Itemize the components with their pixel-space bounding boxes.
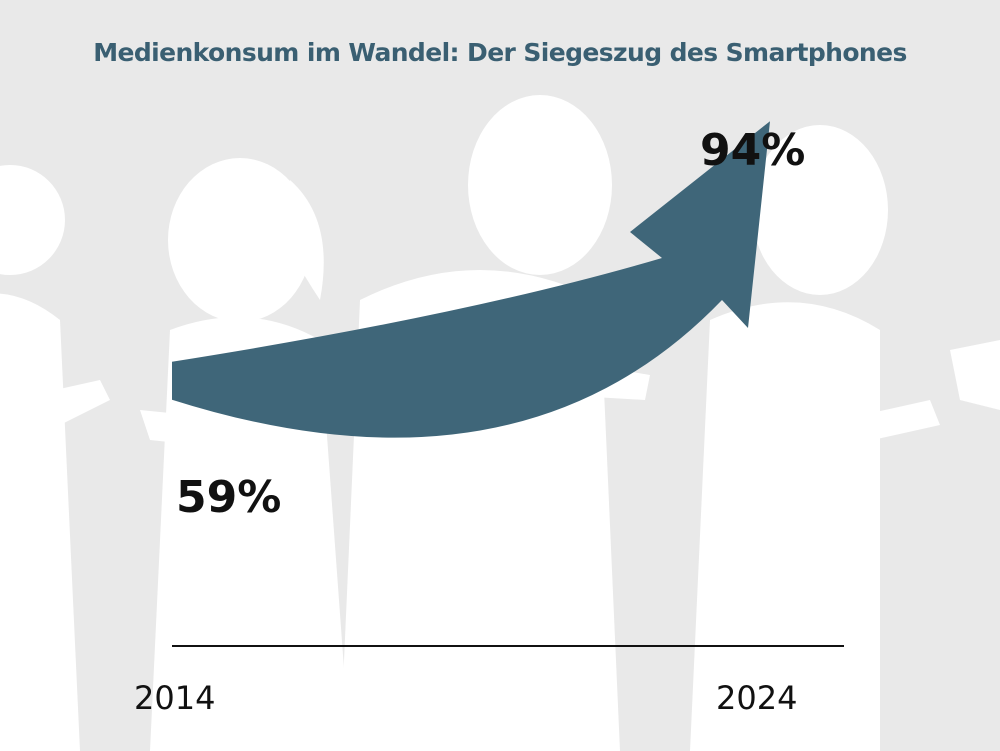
person-silhouette-far-right bbox=[950, 340, 1000, 410]
person-silhouette-left bbox=[0, 165, 110, 751]
chart-title: Medienkonsum im Wandel: Der Siegeszug de… bbox=[93, 38, 907, 67]
person-silhouette-right bbox=[690, 125, 940, 751]
value-label-2014: 59% bbox=[176, 472, 281, 523]
person-silhouette-woman bbox=[140, 158, 350, 751]
x-tick-label-2014: 2014 bbox=[134, 679, 215, 717]
value-label-2024: 94% bbox=[700, 125, 805, 176]
growth-arrow bbox=[172, 121, 770, 438]
x-tick-label-2024: 2024 bbox=[716, 679, 797, 717]
